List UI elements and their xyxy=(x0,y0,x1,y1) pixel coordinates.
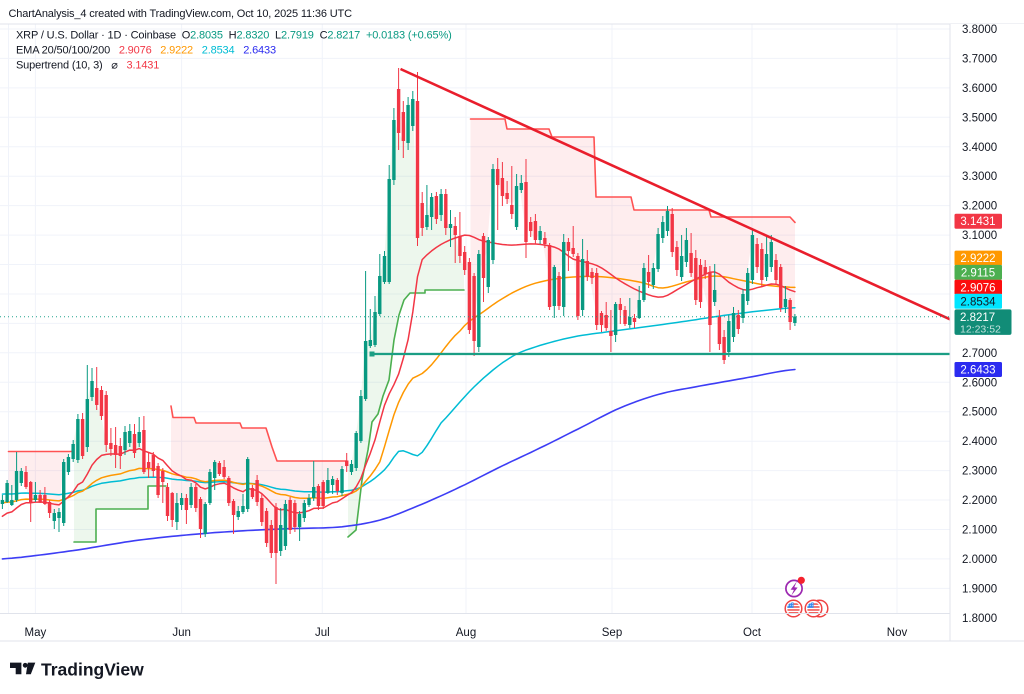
svg-text:3.8000: 3.8000 xyxy=(962,24,997,36)
svg-text:2.5000: 2.5000 xyxy=(962,407,997,419)
svg-text:3.6000: 3.6000 xyxy=(962,83,997,95)
svg-text:2.2000: 2.2000 xyxy=(962,495,997,507)
svg-text:May: May xyxy=(25,627,47,639)
svg-text:2.1000: 2.1000 xyxy=(962,525,997,537)
svg-text:Sep: Sep xyxy=(602,627,622,639)
svg-text:3.2000: 3.2000 xyxy=(962,201,997,213)
svg-text:Aug: Aug xyxy=(456,627,476,639)
svg-text:Jun: Jun xyxy=(172,627,191,639)
svg-text:1.9000: 1.9000 xyxy=(962,583,997,595)
svg-text:TradingView: TradingView xyxy=(41,660,144,680)
svg-text:2.6433: 2.6433 xyxy=(960,365,995,377)
svg-text:2.6000: 2.6000 xyxy=(962,377,997,389)
svg-text:3.7000: 3.7000 xyxy=(962,53,997,65)
svg-text:1.8000: 1.8000 xyxy=(962,613,997,625)
svg-text:Oct: Oct xyxy=(743,627,762,639)
svg-text:Nov: Nov xyxy=(887,627,908,639)
svg-text:3.1431: 3.1431 xyxy=(960,216,995,228)
svg-text:2.9076: 2.9076 xyxy=(960,282,995,294)
svg-text:3.1000: 3.1000 xyxy=(962,230,997,242)
svg-text:3.5000: 3.5000 xyxy=(962,112,997,124)
svg-text:2.8217: 2.8217 xyxy=(960,312,995,324)
svg-text:2.4000: 2.4000 xyxy=(962,436,997,448)
svg-text:2.3000: 2.3000 xyxy=(962,466,997,478)
svg-text:2.0000: 2.0000 xyxy=(962,554,997,566)
svg-text:3.3000: 3.3000 xyxy=(962,171,997,183)
svg-text:XRP / U.S. Dollar · 1D · Coinb: XRP / U.S. Dollar · 1D · Coinbase O2.803… xyxy=(16,30,452,42)
svg-text:2.8534: 2.8534 xyxy=(960,296,996,308)
svg-text:ChartAnalysis_4 created with T: ChartAnalysis_4 created with TradingView… xyxy=(9,8,353,20)
svg-text:Jul: Jul xyxy=(315,627,330,639)
svg-text:Supertrend (10, 3) ⌀ 3.143: Supertrend (10, 3) ⌀ 3.1431 xyxy=(16,59,159,71)
svg-text:EMA 20/50/100/200 2.9076 2: EMA 20/50/100/200 2.9076 2.9222 2.8534 2… xyxy=(16,45,276,57)
svg-text:12:23:52: 12:23:52 xyxy=(960,324,1001,336)
svg-text:2.7000: 2.7000 xyxy=(962,348,997,360)
svg-text:2.9222: 2.9222 xyxy=(960,253,995,265)
svg-text:2.9115: 2.9115 xyxy=(961,267,995,279)
svg-text:3.4000: 3.4000 xyxy=(962,142,997,154)
